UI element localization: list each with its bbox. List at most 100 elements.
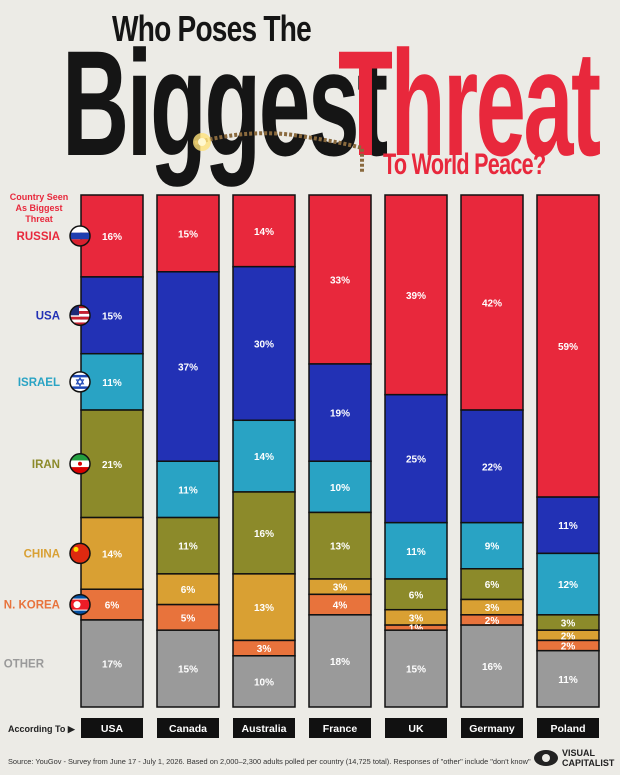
data-label: 30% bbox=[254, 339, 274, 350]
data-label: 1% bbox=[409, 624, 424, 635]
data-label: 17% bbox=[102, 659, 122, 670]
series-label: N. KOREA bbox=[4, 600, 60, 612]
bar-segment bbox=[460, 409, 524, 524]
data-label: 22% bbox=[482, 462, 502, 473]
data-label: 2% bbox=[561, 642, 576, 653]
data-label: 15% bbox=[178, 229, 198, 240]
bar-segment bbox=[232, 655, 296, 708]
data-label: 39% bbox=[406, 291, 426, 302]
bar-segment bbox=[460, 521, 524, 570]
bar-segment bbox=[384, 194, 448, 396]
bar-segment bbox=[384, 629, 448, 708]
data-label: 13% bbox=[330, 542, 350, 553]
source-note: Source: YouGov - Survey from June 17 - J… bbox=[8, 757, 531, 766]
data-label: 4% bbox=[333, 601, 348, 612]
series-label: ISRAEL bbox=[18, 377, 60, 389]
bar-segment bbox=[156, 629, 220, 708]
category-label: Canada bbox=[169, 723, 207, 735]
data-label: 14% bbox=[102, 549, 122, 560]
bar-segment bbox=[460, 568, 524, 601]
bar-segment bbox=[460, 624, 524, 708]
category-label-box bbox=[537, 718, 599, 738]
data-label: 6% bbox=[181, 585, 196, 596]
category-label-box bbox=[81, 718, 143, 738]
data-label: 18% bbox=[330, 657, 350, 668]
category-label-box bbox=[233, 718, 295, 738]
category-label: UK bbox=[408, 723, 424, 735]
iran-flag-icon bbox=[69, 453, 91, 475]
data-label: 2% bbox=[561, 631, 576, 642]
bar-segment bbox=[232, 265, 296, 422]
bar-segment bbox=[308, 194, 372, 365]
data-label: 42% bbox=[482, 299, 502, 310]
brand-line-2: CAPITALIST bbox=[562, 758, 615, 768]
data-label: 10% bbox=[330, 483, 350, 494]
china-flag-icon bbox=[69, 542, 91, 565]
data-label: 3% bbox=[561, 619, 576, 630]
series-label: CHINA bbox=[24, 548, 60, 560]
series-label: RUSSIA bbox=[17, 231, 60, 243]
data-label: 3% bbox=[333, 583, 348, 594]
data-label: 6% bbox=[105, 601, 120, 612]
data-label: 37% bbox=[178, 363, 198, 374]
category-label: France bbox=[323, 723, 358, 735]
data-label: 3% bbox=[485, 603, 500, 614]
data-label: 15% bbox=[178, 665, 198, 676]
fuse-rope-icon bbox=[193, 131, 364, 173]
israel-flag-icon bbox=[69, 371, 91, 393]
category-label-box bbox=[157, 718, 219, 738]
according-to-label: According To ▶ bbox=[8, 724, 76, 734]
data-label: 12% bbox=[558, 580, 578, 591]
bar-segment bbox=[536, 552, 600, 616]
data-label: 5% bbox=[181, 613, 196, 624]
data-label: 9% bbox=[485, 542, 500, 553]
bar-segment bbox=[536, 649, 600, 708]
bar-segment bbox=[156, 573, 220, 606]
data-label: 11% bbox=[178, 542, 198, 553]
data-label: 11% bbox=[558, 675, 578, 686]
category-label: Australia bbox=[242, 723, 287, 735]
series-label: IRAN bbox=[32, 459, 60, 471]
category-label-box bbox=[461, 718, 523, 738]
bar-segment bbox=[384, 521, 448, 580]
data-label: 16% bbox=[102, 232, 122, 243]
series-label: USA bbox=[36, 310, 60, 322]
data-label: 15% bbox=[102, 311, 122, 322]
bar-segment bbox=[308, 614, 372, 708]
data-label: 6% bbox=[409, 590, 424, 601]
bar-segment bbox=[156, 460, 220, 519]
visual-capitalist-logo-icon bbox=[534, 750, 558, 766]
brand-logo-text: VISUAL CAPITALIST bbox=[562, 748, 614, 768]
bar-segment bbox=[80, 619, 144, 708]
data-label: 59% bbox=[558, 342, 578, 353]
data-label: 15% bbox=[406, 665, 426, 676]
bar-segment bbox=[384, 393, 448, 524]
data-label: 6% bbox=[485, 580, 500, 591]
data-label: 14% bbox=[254, 227, 274, 238]
usa-flag-icon bbox=[69, 304, 91, 327]
data-label: 11% bbox=[102, 378, 122, 389]
bar-segment bbox=[536, 496, 600, 555]
data-label: 11% bbox=[558, 521, 578, 532]
category-label: Germany bbox=[469, 723, 515, 735]
title-biggest: Biggest bbox=[62, 19, 388, 187]
series-label: OTHER bbox=[4, 658, 45, 670]
bar-segment bbox=[308, 363, 372, 462]
bar-segment bbox=[232, 194, 296, 268]
bar-segment bbox=[156, 271, 220, 462]
data-label: 16% bbox=[254, 529, 274, 540]
bar-segment bbox=[156, 516, 220, 575]
title-subtitle: To World Peace? bbox=[383, 148, 546, 181]
bar-segment bbox=[156, 194, 220, 273]
data-label: 10% bbox=[254, 677, 274, 688]
brand-line-1: VISUAL bbox=[562, 748, 596, 758]
title-line-1: Who Poses The bbox=[112, 8, 312, 49]
axis-heading: Country Seen As Biggest Threat bbox=[9, 192, 69, 224]
data-label: 14% bbox=[254, 452, 274, 463]
category-label: USA bbox=[101, 723, 124, 735]
data-label: 16% bbox=[482, 662, 502, 673]
data-label: 2% bbox=[485, 616, 500, 627]
data-label: 21% bbox=[102, 460, 122, 471]
data-label: 33% bbox=[330, 275, 350, 286]
